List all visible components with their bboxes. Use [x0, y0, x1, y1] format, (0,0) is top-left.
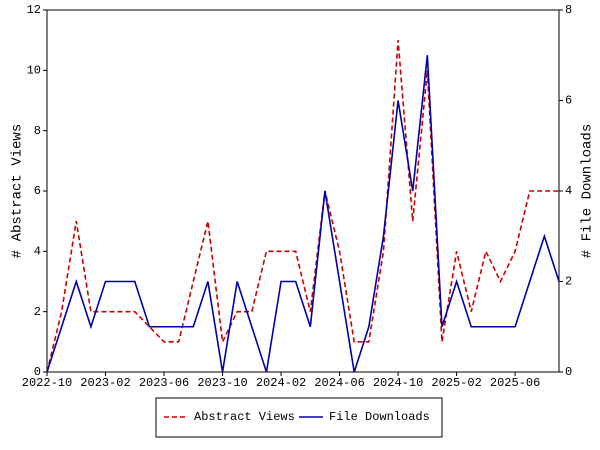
y-tick-label: 8 [34, 124, 41, 138]
x-tick-label: 2024-06 [314, 376, 364, 390]
series-line [46, 40, 559, 373]
y-tick-label: 4 [34, 245, 41, 259]
y2-axis-label: # File Downloads [580, 124, 596, 258]
y2-tick-label: 4 [565, 184, 572, 198]
x-tick-label: 2025-06 [490, 376, 540, 390]
y2-tick-label: 6 [565, 94, 572, 108]
y-axis-label: # Abstract Views [10, 124, 26, 258]
plot-area [46, 9, 560, 373]
x-tick-label: 2023-06 [139, 376, 189, 390]
y-tick-label: 10 [27, 64, 41, 78]
y-tick-label: 12 [27, 3, 41, 17]
x-tick-label: 2022-10 [22, 376, 72, 390]
y-tick-label: 6 [34, 184, 41, 198]
x-tick-label: 2025-02 [431, 376, 481, 390]
y2-tick-label: 2 [565, 275, 572, 289]
y2-tick-label: 8 [565, 3, 572, 17]
y-tick-label: 2 [34, 305, 41, 319]
x-tick-label: 2023-02 [80, 376, 130, 390]
legend-label: Abstract Views [194, 410, 295, 424]
series-line [46, 55, 560, 373]
legend-label: File Downloads [329, 410, 430, 424]
y2-tick-label: 0 [565, 365, 572, 379]
x-tick-label: 2024-02 [256, 376, 306, 390]
x-tick-label: 2024-10 [373, 376, 423, 390]
x-tick-label: 2023-10 [197, 376, 247, 390]
y-tick-label: 0 [34, 365, 41, 379]
